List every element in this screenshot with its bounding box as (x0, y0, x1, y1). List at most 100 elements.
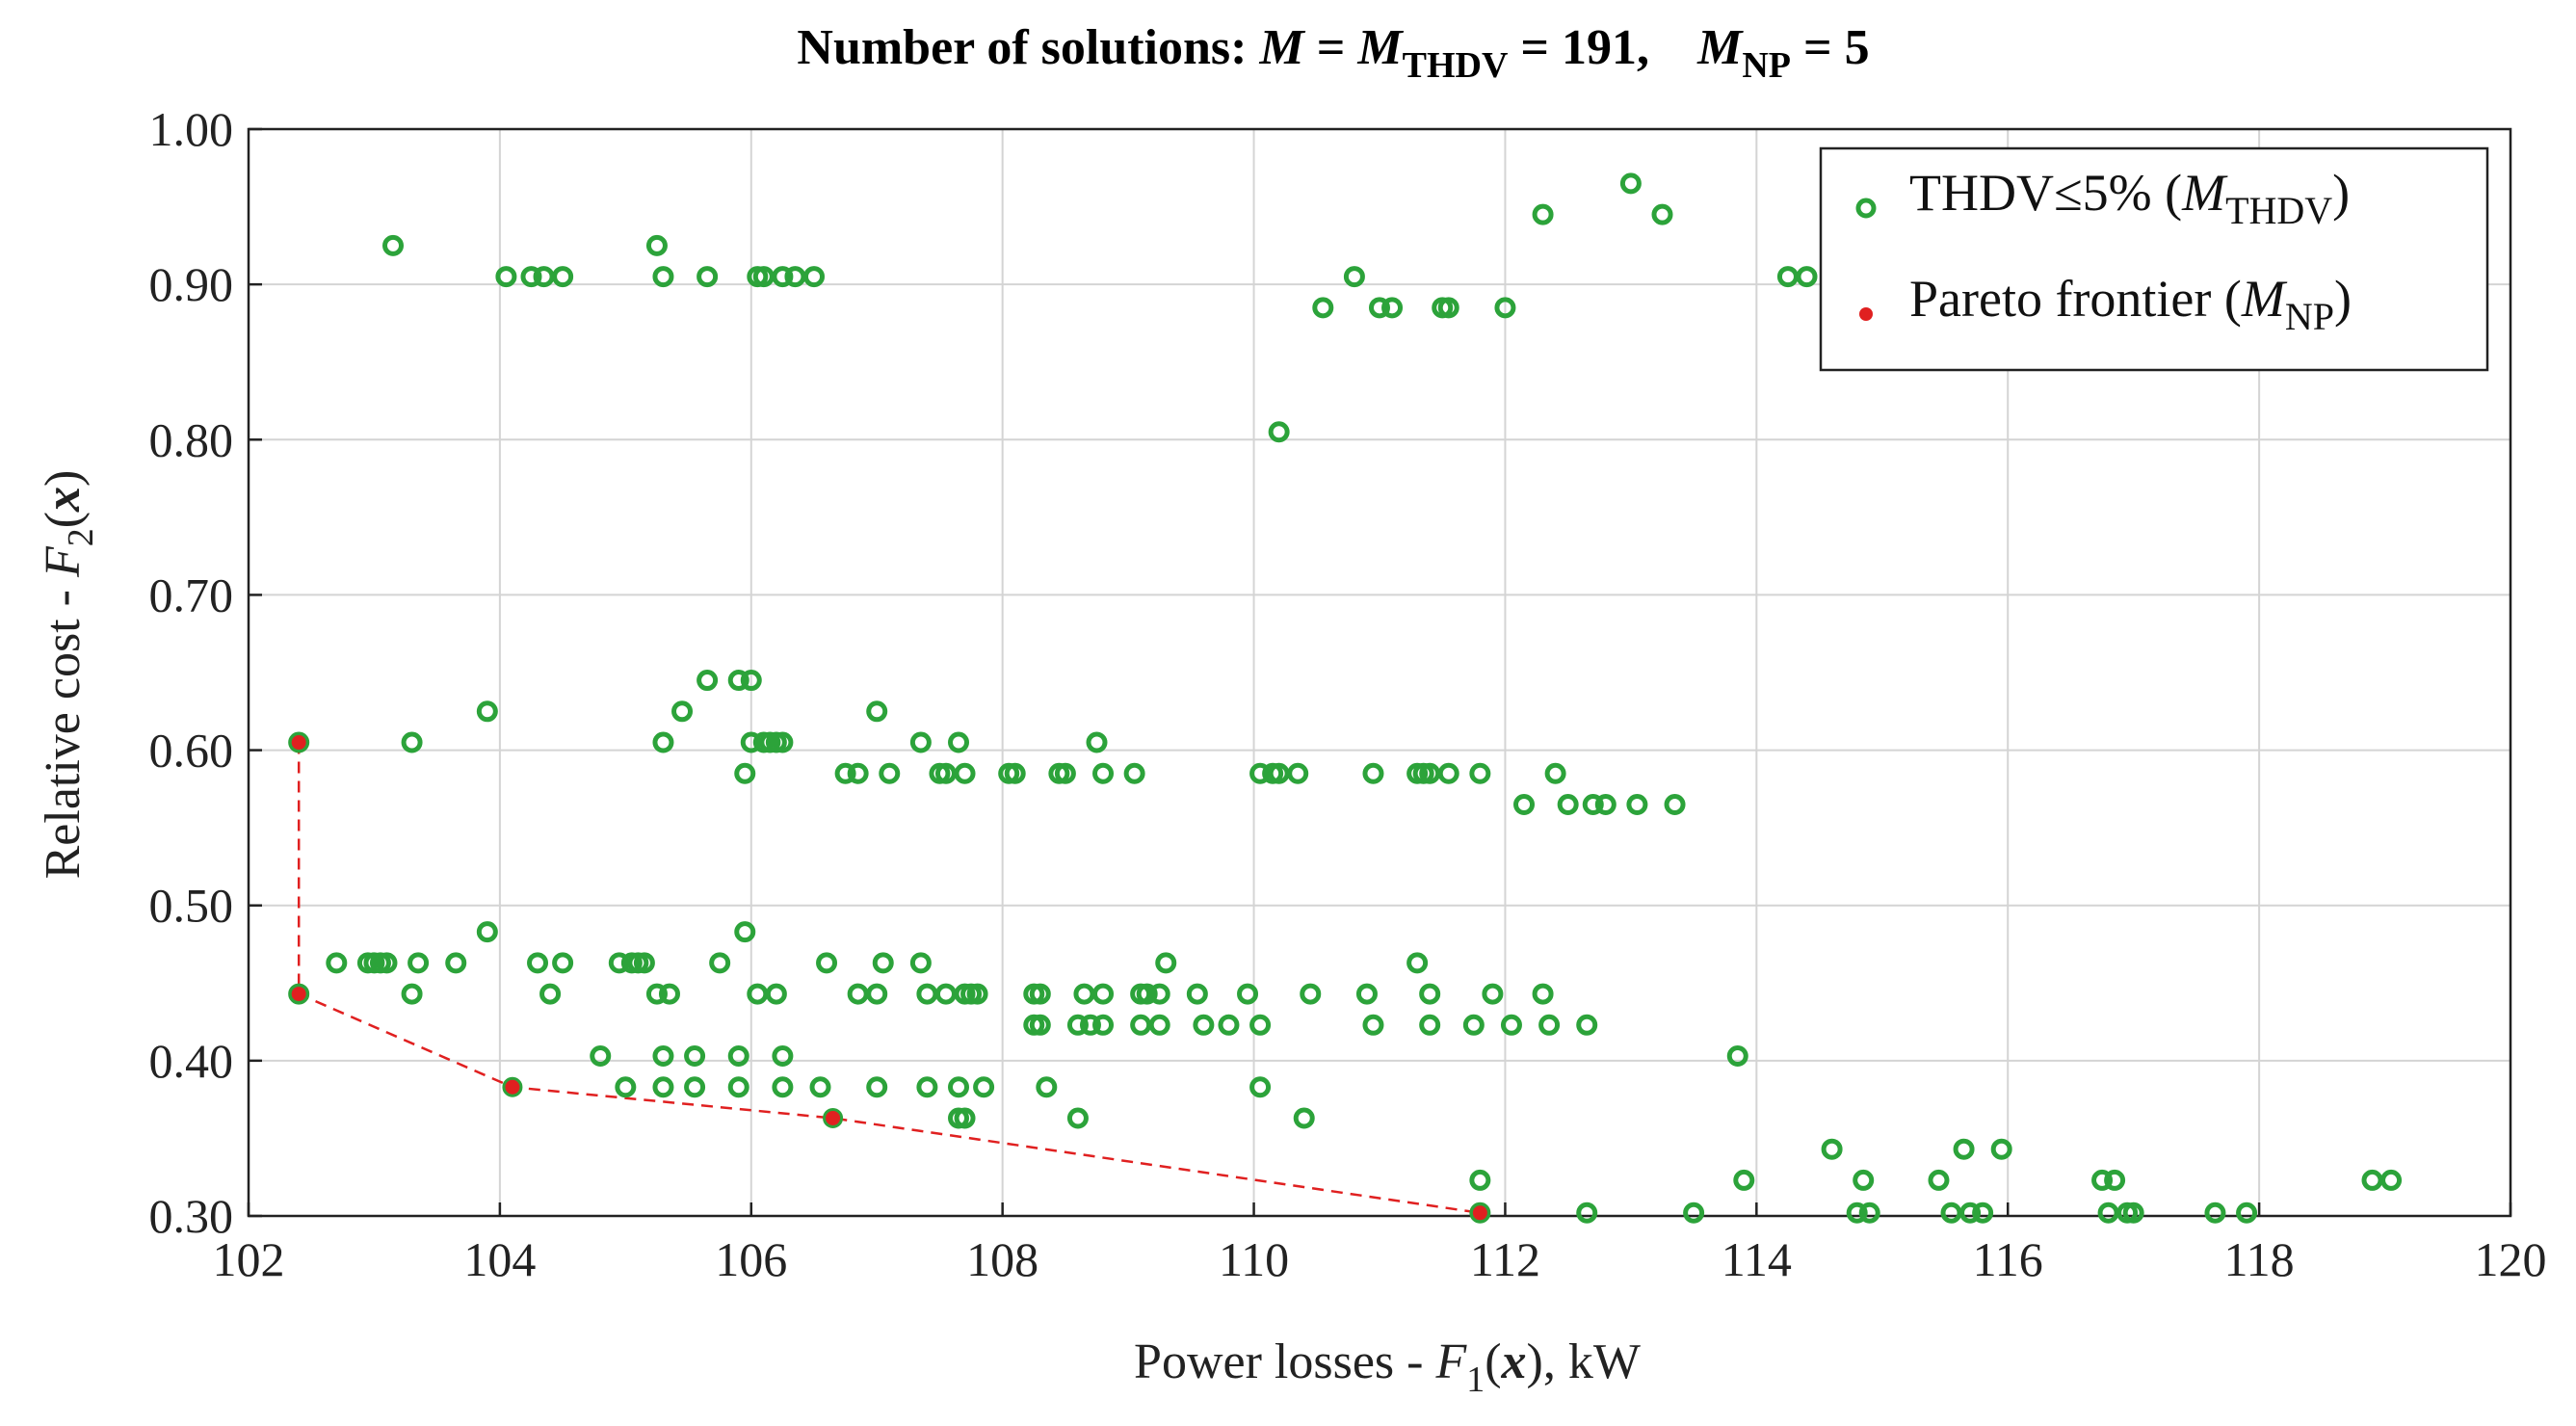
data-point (1972, 1202, 1994, 1224)
data-point (445, 952, 467, 974)
data-point (1148, 1014, 1170, 1036)
data-point (765, 983, 787, 1005)
data-point (727, 1076, 749, 1098)
data-point (1066, 1107, 1089, 1129)
data-point (533, 266, 555, 288)
data-point (1362, 762, 1384, 784)
data-point (740, 731, 762, 753)
data-point (1029, 1014, 1051, 1036)
data-point (1086, 731, 1108, 753)
data-point (697, 670, 719, 692)
data-point (1651, 203, 1673, 225)
data-point (1462, 1014, 1485, 1036)
data-point (772, 1076, 794, 1098)
data-point (1821, 1138, 1843, 1160)
data-point (401, 731, 423, 753)
y-tick-label: 0.60 (149, 724, 234, 778)
data-point (954, 1107, 976, 1129)
data-point (608, 952, 630, 974)
x-tick-label: 116 (1973, 1232, 2043, 1286)
data-point (645, 983, 668, 1005)
data-point (1237, 983, 1259, 1005)
y-tick-label: 0.50 (149, 879, 234, 933)
data-point (909, 952, 932, 974)
x-tick-label: 112 (1470, 1232, 1540, 1286)
y-tick-label: 0.90 (149, 257, 234, 311)
data-point (1419, 762, 1441, 784)
plot-area-frame (247, 127, 2512, 1218)
data-point (1557, 793, 1579, 815)
data-point (1419, 1014, 1441, 1036)
data-point (476, 921, 498, 943)
x-tick-label: 108 (966, 1232, 1038, 1286)
data-point (809, 1076, 831, 1098)
data-point (1148, 983, 1170, 1005)
data-point (1130, 1014, 1152, 1036)
data-point (1469, 762, 1491, 784)
data-point (2122, 1202, 2144, 1224)
x-tick-label: 104 (463, 1232, 536, 1286)
data-point (476, 700, 498, 723)
data-point (966, 983, 988, 1005)
pareto-point (502, 1076, 523, 1097)
data-point (1500, 1014, 1522, 1036)
data-point (948, 1076, 970, 1098)
data-point (1576, 1202, 1598, 1224)
data-point (1362, 1014, 1384, 1036)
legend-box (1819, 146, 2489, 372)
data-point (847, 983, 869, 1005)
data-point (1293, 1107, 1315, 1129)
data-point (1494, 297, 1516, 319)
data-point (590, 1045, 612, 1068)
data-point (658, 983, 680, 1005)
data-point (1626, 793, 1648, 815)
data-point (2104, 1169, 2126, 1191)
data-point (772, 1045, 794, 1068)
data-point (1953, 1138, 1975, 1160)
legend-label-thdv: THDV≤5% (MTHDV) (1909, 164, 2350, 232)
data-point (684, 1076, 706, 1098)
data-point (527, 952, 549, 974)
data-point (1355, 983, 1378, 1005)
data-point (1287, 762, 1309, 784)
data-point (1940, 1202, 1962, 1224)
data-point (382, 234, 405, 256)
pareto-point (288, 732, 309, 753)
data-point (1928, 1169, 1950, 1191)
data-point (2236, 1202, 2258, 1224)
data-point (1218, 1014, 1240, 1036)
data-point (1513, 793, 1536, 815)
data-point (954, 762, 976, 784)
axis-ticks: 102 104 106 108 110 112 114 116 118 120 0.30 0.40 0.… (149, 102, 2547, 1286)
y-tick-label: 0.70 (149, 568, 234, 621)
data-point (909, 731, 932, 753)
data-point (1268, 762, 1290, 784)
data-point (727, 670, 749, 692)
data-point (652, 1045, 674, 1068)
data-point (1619, 172, 1642, 195)
legend-marker-thdv (1855, 198, 1877, 219)
data-point (1186, 983, 1208, 1005)
data-point (1092, 983, 1115, 1005)
data-point (1853, 1169, 1875, 1191)
x-tick-label: 110 (1219, 1232, 1289, 1286)
data-point (1990, 1138, 2012, 1160)
data-point (697, 266, 719, 288)
y-tick-label: 1.00 (149, 102, 234, 156)
data-point (376, 952, 398, 974)
data-point (1249, 1014, 1272, 1036)
data-point (734, 921, 756, 943)
data-point (934, 983, 957, 1005)
data-point (752, 266, 775, 288)
data-point (1092, 762, 1115, 784)
data-point (866, 700, 888, 723)
data-point (1532, 983, 1554, 1005)
data-point (2097, 1202, 2119, 1224)
data-point (645, 234, 668, 256)
legend-marker-pareto (1859, 307, 1873, 321)
data-point (684, 1045, 706, 1068)
data-point (1073, 983, 1095, 1005)
data-point (1469, 1169, 1491, 1191)
y-tick-label: 0.40 (149, 1034, 234, 1088)
data-point (784, 266, 806, 288)
